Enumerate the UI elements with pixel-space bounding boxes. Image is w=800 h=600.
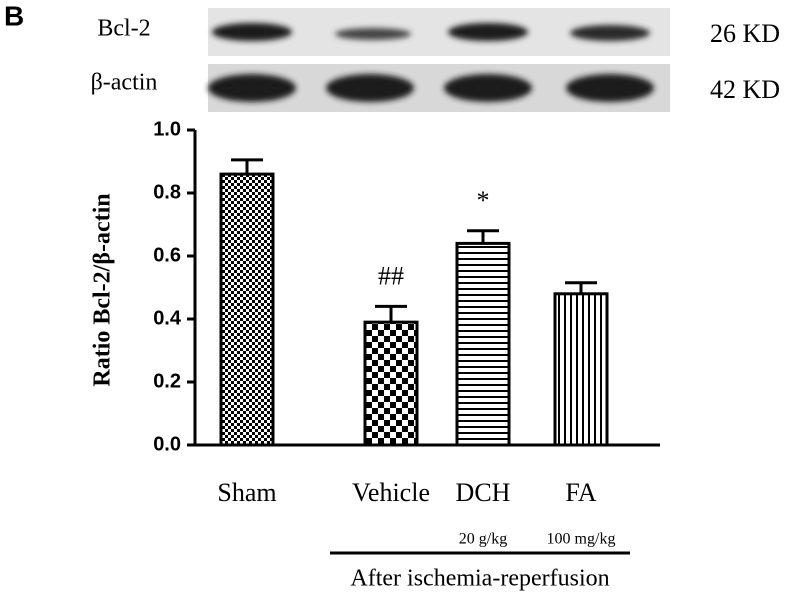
y-tick-label: 0.0 [153, 433, 181, 455]
y-tick-label: 0.4 [153, 307, 182, 329]
bar [219, 172, 275, 447]
dose-label: 20 g/kg [459, 531, 507, 548]
blot-size: 42 KD [710, 75, 780, 104]
x-tick-label: FA [565, 478, 597, 507]
x-tick-label: Vehicle [352, 478, 430, 507]
x-tick-label: Sham [217, 478, 276, 507]
bar [553, 292, 609, 447]
bar [455, 241, 511, 447]
blot-size: 26 KD [710, 19, 780, 48]
bar [363, 320, 419, 447]
y-tick-label: 0.2 [153, 370, 181, 392]
blot-label: β-actin [91, 70, 158, 96]
y-axis-title: Ratio Bcl-2/β-actin [90, 193, 116, 386]
x-tick-label: DCH [456, 478, 511, 507]
group-label: After ischemia-reperfusion [350, 566, 609, 592]
dose-label: 100 mg/kg [547, 531, 616, 548]
panel-label: B [4, 0, 24, 31]
blot-label: Bcl-2 [97, 16, 150, 42]
significance-label: * [477, 186, 490, 215]
blot-image [208, 8, 670, 112]
y-tick-label: 1.0 [153, 118, 181, 140]
y-tick-label: 0.8 [153, 181, 181, 203]
significance-label: ## [378, 261, 404, 290]
y-tick-label: 0.6 [153, 244, 181, 266]
